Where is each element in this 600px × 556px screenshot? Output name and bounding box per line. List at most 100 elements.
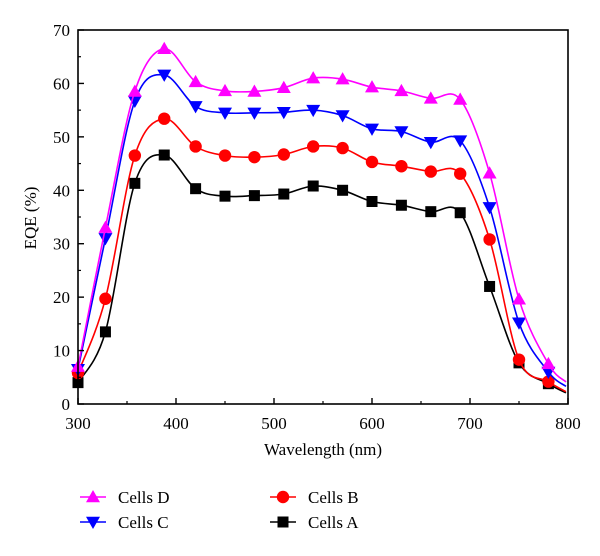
data-point-cells-d (98, 220, 113, 233)
data-point-cells-d (512, 292, 526, 305)
data-point-cells-c (276, 107, 291, 120)
y-tick-label: 20 (53, 288, 70, 307)
axes (77, 29, 569, 405)
x-tick-label: 500 (261, 414, 287, 433)
x-tick-label: 700 (457, 414, 483, 433)
data-point-cells-d (127, 84, 142, 97)
data-point-cells-b (189, 140, 202, 153)
legend-label: Cells B (308, 488, 359, 507)
data-point-cells-b (158, 112, 171, 125)
legend-label: Cells C (118, 513, 169, 532)
series-line-cells-a (77, 153, 567, 394)
y-tick-label: 50 (53, 128, 70, 147)
data-point-cells-c (482, 202, 497, 215)
data-point-cells-d (218, 83, 232, 97)
data-point-cells-b (336, 141, 349, 155)
plot-frame (77, 29, 569, 405)
series-line-cells-d (77, 47, 567, 383)
y-tick-label: 10 (53, 342, 70, 361)
data-point-cells-b (307, 140, 320, 153)
data-point-cells-d (335, 72, 350, 85)
data-point-cells-a (454, 207, 466, 219)
data-point-cells-b (454, 167, 467, 180)
data-point-cells-c (98, 233, 113, 246)
data-point-cells-d (276, 80, 291, 93)
data-point-cells-a (337, 184, 349, 196)
data-point-cells-c (394, 126, 409, 139)
data-point-cells-b (542, 375, 555, 388)
legend-item-cells-d: Cells D (80, 488, 169, 507)
data-point-cells-a (278, 188, 290, 200)
series-line-cells-c (77, 73, 567, 388)
data-point-cells-d (541, 356, 556, 370)
data-point-cells-b (218, 149, 232, 162)
data-point-cells-a (99, 326, 111, 338)
legend-label: Cells D (118, 488, 169, 507)
y-tick-label: 70 (53, 21, 70, 40)
data-point-cells-a (158, 149, 170, 161)
series-cells-d (71, 41, 567, 383)
legend-item-cells-a: Cells A (270, 513, 359, 532)
series-line-cells-b (77, 117, 567, 393)
data-point-cells-a (366, 196, 378, 208)
data-point-cells-b (128, 149, 142, 162)
y-axis-label: EQE (%) (21, 187, 40, 250)
data-point-cells-a (129, 177, 141, 189)
data-point-cells-d (247, 84, 262, 97)
legend-marker-cells-b (276, 490, 290, 504)
series-cells-c (71, 69, 567, 388)
x-tick-label: 300 (65, 414, 91, 433)
data-point-cells-b (483, 233, 496, 246)
data-point-cells-c (127, 95, 142, 109)
x-tick-label: 800 (555, 414, 581, 433)
data-point-cells-a (425, 206, 437, 218)
data-point-cells-d (423, 91, 438, 104)
data-point-cells-a (307, 180, 319, 192)
data-point-cells-c (247, 107, 262, 120)
data-point-cells-c (157, 69, 172, 82)
data-point-cells-d (157, 41, 172, 54)
series-cells-b (71, 112, 567, 393)
data-point-cells-d (306, 71, 321, 84)
y-tick-label: 40 (53, 181, 70, 200)
data-point-cells-b (277, 148, 290, 161)
data-point-cells-a (190, 183, 202, 195)
data-point-cells-a (248, 190, 260, 202)
x-tick-label: 400 (163, 414, 189, 433)
data-point-cells-d (482, 166, 497, 179)
data-point-cells-b (512, 353, 526, 366)
legend-item-cells-c: Cells C (80, 513, 169, 532)
data-point-cells-d (394, 83, 409, 97)
data-point-cells-b (365, 155, 379, 169)
data-point-cells-c (512, 317, 526, 330)
series-layer (71, 41, 567, 394)
x-tick-label: 600 (359, 414, 385, 433)
y-tick-label: 30 (53, 235, 70, 254)
data-point-cells-b (424, 165, 437, 178)
ticks: 300 400 500 600 700 800 0 10 20 30 40 50 60 70 (53, 21, 581, 433)
data-point-cells-a (484, 280, 496, 292)
data-point-cells-a (395, 199, 407, 211)
data-point-cells-c (423, 136, 438, 150)
data-point-cells-b (248, 150, 261, 164)
legend-marker-cells-d (86, 490, 100, 503)
legend-marker-cells-a (277, 516, 289, 528)
data-point-cells-b (395, 160, 408, 173)
x-axis-label: Wavelength (nm) (264, 440, 382, 459)
legend-label: Cells A (308, 513, 359, 532)
data-point-cells-c (365, 123, 379, 136)
y-tick-label: 60 (53, 74, 70, 93)
data-point-cells-c (306, 104, 321, 118)
data-point-cells-b (99, 292, 112, 305)
data-point-cells-c (335, 110, 350, 123)
data-point-cells-c (453, 135, 468, 148)
data-point-cells-d (188, 74, 203, 88)
legend: Cells D Cells C Cells B Cells A (80, 488, 359, 532)
series-cells-a (72, 149, 567, 394)
data-point-cells-d (453, 92, 468, 105)
legend-item-cells-b: Cells B (270, 488, 359, 507)
legend-marker-cells-c (86, 516, 100, 529)
data-point-cells-d (365, 80, 379, 93)
data-point-cells-c (188, 101, 203, 114)
